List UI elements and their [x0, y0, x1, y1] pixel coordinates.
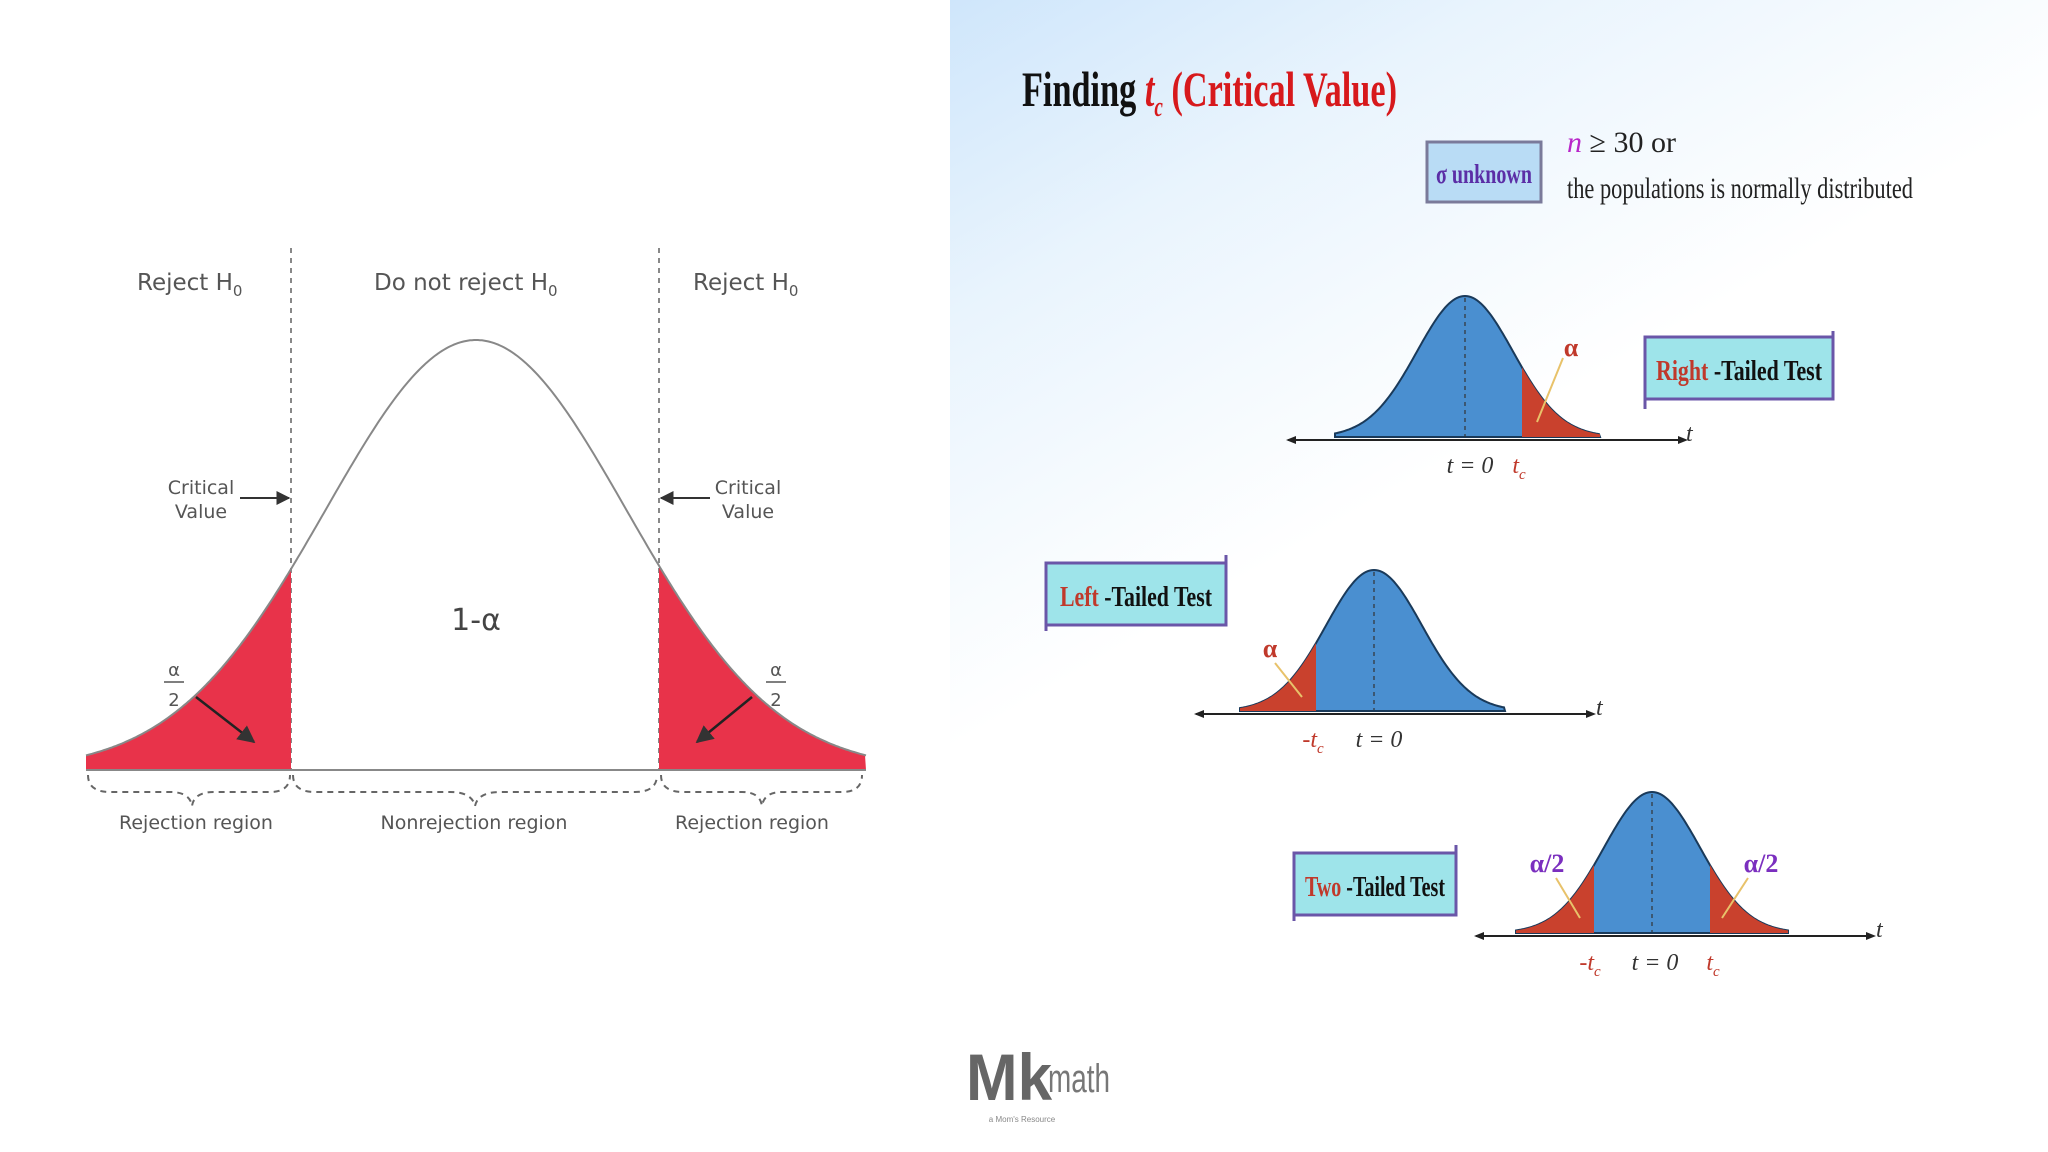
- alpha-half-right: α 2: [766, 660, 786, 711]
- condition-line2: the populations is normally distributed: [1567, 172, 1913, 205]
- svg-text:2: 2: [168, 690, 179, 711]
- confidence-label: 1-α: [451, 603, 501, 638]
- svg-text:Right -Tailed Test: Right -Tailed Test: [1656, 355, 1822, 387]
- bell-curve: [85, 339, 867, 757]
- two-tailed-label-box: Two -Tailed Test: [1292, 845, 1458, 921]
- two-tailed-distribution: α/2 α/2 -tc t = 0 tc t: [1474, 790, 1884, 980]
- condition-line1: n ≥ 30 or: [1567, 126, 1676, 159]
- left-tailed-label-box: Left -Tailed Test: [1044, 555, 1228, 631]
- brace-right: [660, 774, 863, 807]
- critical-value-left-line2: Value: [175, 501, 227, 523]
- right-alpha-label: α: [1564, 333, 1579, 362]
- left-t-axis-label: t: [1596, 695, 1604, 721]
- svg-text:α: α: [168, 660, 180, 681]
- left-background: [0, 0, 950, 1152]
- two-t0-label: t = 0: [1632, 950, 1679, 976]
- header-do-not-reject: Do not reject H0: [374, 270, 558, 300]
- svg-text:Left -Tailed Test: Left -Tailed Test: [1060, 581, 1212, 613]
- sigma-unknown-text: σ unknown: [1436, 159, 1532, 189]
- right-t-axis-label: t: [1686, 421, 1694, 447]
- svg-text:Two -Tailed Test: Two -Tailed Test: [1305, 871, 1445, 903]
- critical-value-panel: Finding tc (Critical Value) σ unknown n …: [1022, 61, 1913, 980]
- right-rejection-tail: [659, 565, 866, 770]
- right-tailed-distribution: α t = 0 tc t: [1286, 294, 1694, 483]
- left-alpha-label: α: [1263, 634, 1278, 663]
- left-tailed-distribution: α -tc t = 0 t: [1194, 568, 1604, 757]
- two-t-axis-label: t: [1876, 917, 1884, 943]
- left-t0-label: t = 0: [1356, 727, 1403, 753]
- svg-text:α: α: [770, 660, 782, 681]
- brace-middle: [292, 774, 658, 807]
- two-right-alpha-pointer: [1721, 877, 1749, 919]
- brace-left: [87, 774, 291, 807]
- critical-value-left-line1: Critical: [168, 477, 234, 499]
- alpha-half-left: α 2: [164, 660, 184, 711]
- left-rejection-tail: [86, 569, 291, 770]
- two-left-alpha-pointer: [1555, 877, 1581, 919]
- mkmath-logo: Mk math a Mom's Resource: [966, 1040, 1110, 1124]
- header-reject-right: Reject H0: [693, 270, 798, 300]
- nonrejection-region-label: Nonrejection region: [381, 812, 568, 834]
- two-right-alpha-label: α/2: [1744, 849, 1779, 878]
- right-t0-label: t = 0: [1447, 453, 1494, 479]
- critical-value-right-line1: Critical: [715, 477, 781, 499]
- hypothesis-test-diagram: Reject H0 Do not reject H0 Reject H0 Cri…: [85, 248, 867, 834]
- svg-text:2: 2: [770, 690, 781, 711]
- two-neg-tc-label: -tc: [1579, 950, 1601, 980]
- right-tc-label: tc: [1512, 453, 1526, 483]
- right-tailed-label-box: Right -Tailed Test: [1643, 331, 1835, 409]
- rejection-region-right-label: Rejection region: [675, 812, 829, 834]
- logo-mk: Mk: [966, 1040, 1052, 1114]
- alpha-arrow-right: [695, 696, 753, 744]
- logo-math: math: [1048, 1057, 1110, 1101]
- two-tc-label: tc: [1706, 950, 1720, 980]
- sigma-unknown-box: [1425, 140, 1543, 204]
- left-alpha-pointer: [1274, 662, 1303, 698]
- two-left-alpha-label: α/2: [1530, 849, 1565, 878]
- critical-value-right-line2: Value: [722, 501, 774, 523]
- rejection-region-left-label: Rejection region: [119, 812, 273, 834]
- left-neg-tc-label: -tc: [1302, 727, 1324, 757]
- right-alpha-pointer: [1536, 357, 1564, 423]
- slide-title: Finding tc (Critical Value): [1022, 61, 1397, 123]
- header-reject-left: Reject H0: [137, 270, 242, 300]
- logo-tagline: a Mom's Resource: [989, 1115, 1056, 1124]
- alpha-arrow-left: [195, 696, 256, 744]
